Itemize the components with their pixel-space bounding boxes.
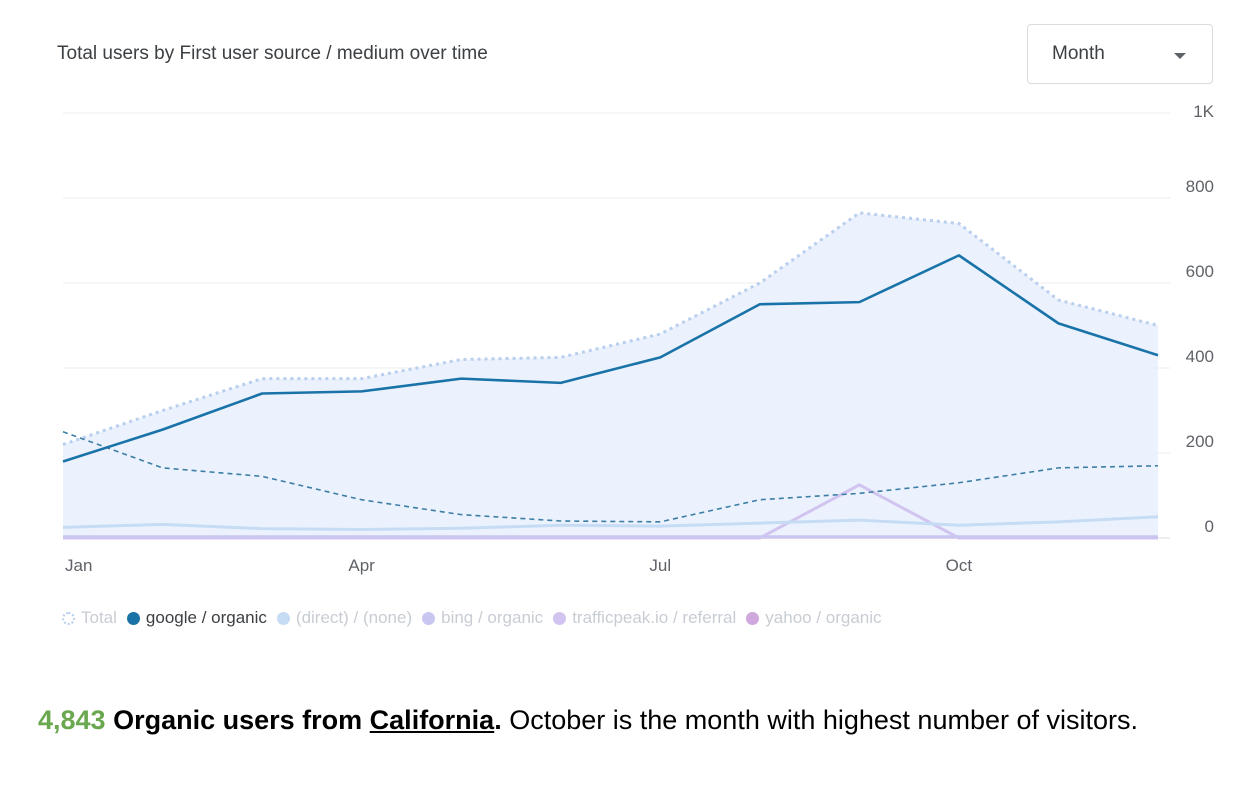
summary-place: California xyxy=(369,705,495,735)
chevron-down-icon xyxy=(1174,53,1186,59)
legend-item[interactable]: google / organic xyxy=(126,608,267,628)
legend-label: (direct) / (none) xyxy=(295,608,413,627)
legend-swatch-icon xyxy=(126,611,140,625)
summary-count: 4,843 xyxy=(38,705,106,735)
series-total-line xyxy=(62,211,1159,446)
legend-label: trafficpeak.io / referral xyxy=(572,608,737,627)
legend-swatch-icon xyxy=(746,611,760,625)
legend-swatch-icon xyxy=(422,611,436,625)
x-tick-label: Jan xyxy=(65,556,92,575)
summary-rest: October is the month with highest number… xyxy=(501,705,1138,735)
chart-title: Total users by First user source / mediu… xyxy=(57,43,488,64)
legend-label: yahoo / organic xyxy=(765,608,882,627)
legend-item[interactable]: yahoo / organic xyxy=(746,608,882,628)
y-tick-label: 600 xyxy=(1186,262,1214,281)
summary-period: . xyxy=(494,705,502,735)
legend-item[interactable]: (direct) / (none) xyxy=(276,608,413,628)
legend-item[interactable]: trafficpeak.io / referral xyxy=(553,608,736,628)
legend-swatch-icon xyxy=(553,611,567,625)
comparison-line xyxy=(62,430,1159,523)
period-dropdown[interactable]: Month xyxy=(1027,24,1213,84)
legend-item[interactable]: Total xyxy=(62,608,117,628)
series-line-2 xyxy=(62,515,1159,532)
line-chart: 0 200 400 600 800 1K Jan Apr Jul Oct xyxy=(62,102,1215,575)
period-dropdown-value: Month xyxy=(1052,43,1105,64)
y-tick-label: 1K xyxy=(1193,102,1214,121)
legend-label: bing / organic xyxy=(441,608,544,627)
series-google-organic-line xyxy=(62,254,1159,463)
x-tick-label: Jul xyxy=(649,556,671,575)
x-tick-label: Oct xyxy=(946,556,973,575)
y-tick-label: 200 xyxy=(1186,432,1214,451)
legend-swatch-icon xyxy=(276,611,290,625)
legend-swatch-icon xyxy=(62,611,75,625)
x-tick-label: Apr xyxy=(348,556,375,575)
y-tick-label: 400 xyxy=(1186,347,1214,366)
summary-text: 4,843 Organic users from California. Oct… xyxy=(38,702,1228,738)
legend-label: Total xyxy=(81,608,117,627)
y-tick-label: 0 xyxy=(1205,517,1214,536)
total-area xyxy=(63,212,1158,538)
chart-legend: Total google / organic (direct) / (none) bi… xyxy=(62,606,892,630)
summary-bold-text: Organic users from xyxy=(105,705,370,735)
legend-item[interactable]: bing / organic xyxy=(422,608,543,628)
y-tick-label: 800 xyxy=(1186,177,1214,196)
legend-label: google / organic xyxy=(145,608,267,627)
